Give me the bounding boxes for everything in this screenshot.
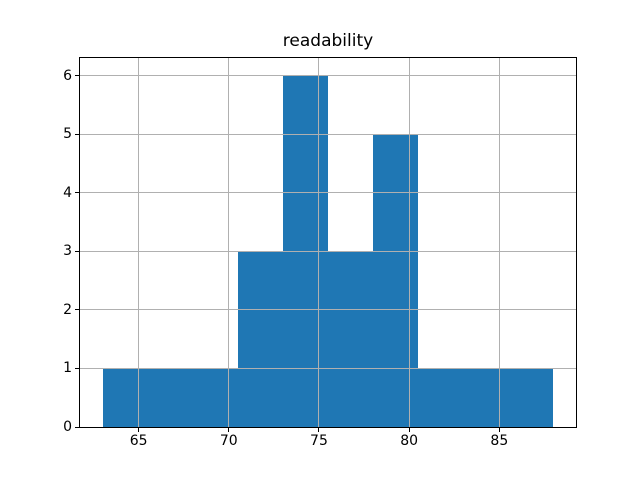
- x-tick-mark: [228, 428, 230, 432]
- gridline-horizontal: [80, 367, 576, 369]
- histogram-bar: [418, 368, 464, 427]
- x-tick-mark: [318, 428, 320, 432]
- gridline-horizontal: [80, 192, 576, 194]
- x-tick-label: 70: [219, 433, 238, 449]
- x-tick-mark: [408, 428, 410, 432]
- x-tick-label: 80: [400, 433, 419, 449]
- y-tick-mark: [75, 426, 79, 428]
- histogram-bar: [147, 368, 193, 427]
- y-tick-mark: [75, 192, 79, 194]
- x-tick-mark: [138, 428, 140, 432]
- gridline-vertical: [228, 58, 230, 427]
- histogram-bar: [508, 368, 554, 427]
- gridline-horizontal: [80, 309, 576, 311]
- gridline-horizontal: [80, 75, 576, 77]
- y-tick-label: 4: [63, 184, 72, 201]
- y-tick-label: 3: [63, 243, 72, 260]
- y-tick-label: 6: [63, 67, 72, 84]
- y-tick-mark: [75, 250, 79, 252]
- y-tick-mark: [75, 367, 79, 369]
- histogram-bar: [463, 368, 509, 427]
- histogram-bar: [373, 134, 419, 427]
- gridline-horizontal: [80, 250, 576, 252]
- y-tick-mark: [75, 309, 79, 311]
- histogram-bar: [328, 251, 374, 427]
- y-tick-mark: [75, 133, 79, 135]
- gridline-horizontal: [80, 133, 576, 135]
- y-tick-label: 5: [63, 126, 72, 143]
- histogram-bar: [102, 368, 148, 427]
- gridline-vertical: [498, 58, 500, 427]
- y-tick-mark: [75, 75, 79, 77]
- plot-area: [79, 57, 577, 428]
- histogram-bar: [237, 251, 283, 427]
- y-tick-label: 1: [63, 360, 72, 377]
- gridline-vertical: [318, 58, 320, 427]
- x-tick-mark: [498, 428, 500, 432]
- histogram-bar: [192, 368, 238, 427]
- gridline-vertical: [408, 58, 410, 427]
- x-tick-label: 65: [129, 433, 148, 449]
- y-tick-label: 2: [63, 301, 72, 318]
- y-tick-label: 0: [63, 419, 72, 435]
- gridline-vertical: [138, 58, 140, 427]
- chart-title: readability: [282, 31, 374, 51]
- x-tick-label: 85: [490, 433, 509, 449]
- x-tick-label: 75: [310, 433, 328, 449]
